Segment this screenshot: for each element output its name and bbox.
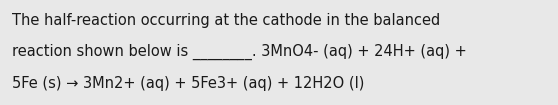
Text: 5Fe (s) → 3Mn2+ (aq) + 5Fe3+ (aq) + 12H2O (l): 5Fe (s) → 3Mn2+ (aq) + 5Fe3+ (aq) + 12H2…	[12, 76, 364, 91]
Text: reaction shown below is ________. 3MnO4- (aq) + 24H+ (aq) +: reaction shown below is ________. 3MnO4-…	[12, 44, 467, 60]
Text: The half-reaction occurring at the cathode in the balanced: The half-reaction occurring at the catho…	[12, 13, 440, 28]
